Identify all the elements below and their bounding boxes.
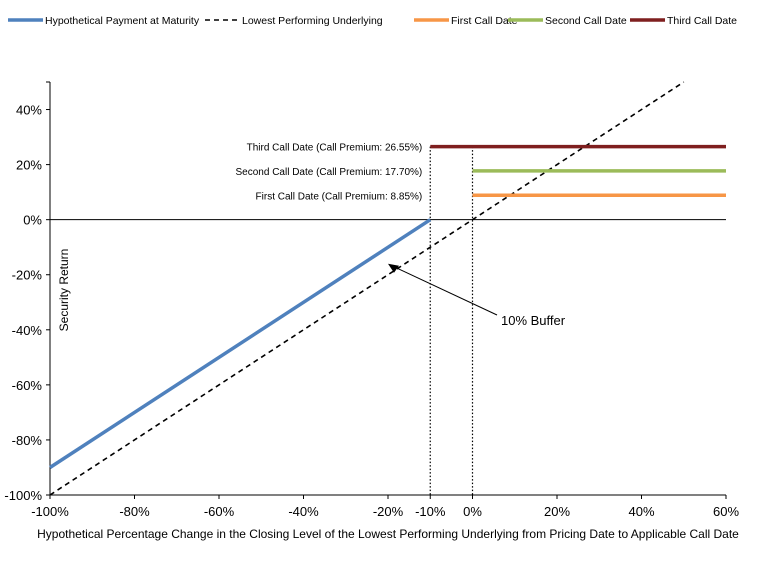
legend-entry: Second Call Date [545,15,627,27]
y-tick-label: -60% [12,378,43,393]
x-tick-label: 20% [544,504,570,519]
x-tick-label: 40% [628,504,654,519]
x-tick-label: -40% [288,504,319,519]
y-axis-label: Security Return [57,249,71,332]
x-tick-label: 60% [713,504,739,519]
y-tick-label: -20% [12,268,43,283]
x-axis-label: Hypothetical Percentage Change in the Cl… [37,527,739,541]
x-tick-label: -10% [415,504,446,519]
x-tick-label: 0% [463,504,482,519]
x-tick-label: -100% [31,504,69,519]
call-date-annotation: First Call Date (Call Premium: 8.85%) [256,191,423,202]
call-date-annotation: Third Call Date (Call Premium: 26.55%) [247,143,423,154]
y-tick-label: 0% [23,213,42,228]
series-line [49,218,432,469]
buffer-arrow-head [388,263,399,273]
legend: Hypothetical Payment at Maturity Lowest P… [8,15,737,27]
series-line [49,81,685,496]
y-tick-label: -80% [12,433,43,448]
legend-entry: Third Call Date [667,15,737,27]
y-tick-label: -100% [4,488,42,503]
legend-entry: First Call Date [451,15,518,27]
legend-entry: Hypothetical Payment at Maturity [45,15,200,27]
x-tick-label: -20% [373,504,404,519]
buffer-label: 10% Buffer [501,313,566,328]
y-tick-label: -40% [12,323,43,338]
legend-entry: Lowest Performing Underlying [242,15,383,27]
plot-area: 40% 20% 0% -20% -40% -60% -80% -100%-100% -80% -6… [4,81,739,519]
x-tick-label: -60% [204,504,235,519]
y-tick-label: 40% [16,103,42,118]
y-tick-label: 20% [16,158,42,173]
buffer-arrow-line [395,267,498,316]
x-tick-label: -80% [119,504,150,519]
call-date-annotation: Second Call Date (Call Premium: 17.70%) [236,167,423,178]
